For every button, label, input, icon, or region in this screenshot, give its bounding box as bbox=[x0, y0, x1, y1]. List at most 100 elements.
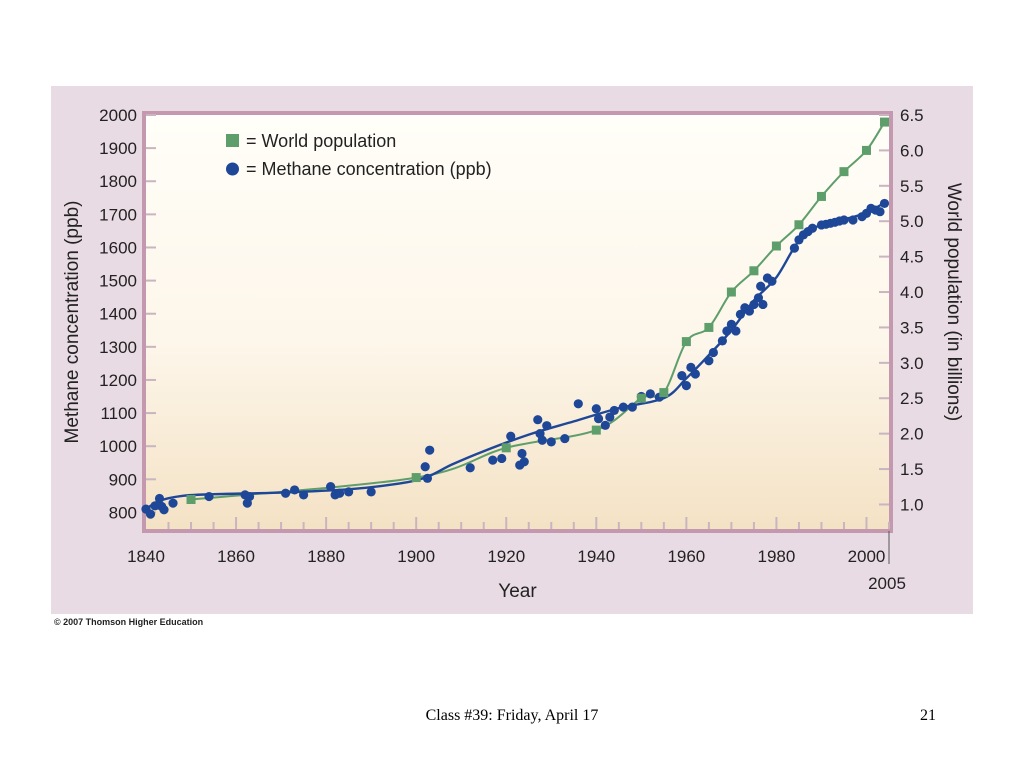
methane-point bbox=[154, 493, 165, 504]
methane-point bbox=[807, 223, 818, 233]
methane-point bbox=[420, 462, 430, 472]
y-left-tick-label: 900 bbox=[109, 470, 137, 489]
y-left-tick-label: 1800 bbox=[99, 172, 137, 191]
methane-point bbox=[344, 487, 354, 497]
population-point bbox=[879, 117, 889, 127]
methane-point bbox=[618, 402, 628, 412]
y-right-tick-label: 6.5 bbox=[900, 106, 924, 125]
population-point bbox=[659, 388, 669, 398]
population-point bbox=[839, 167, 849, 177]
legend-population-label: = World population bbox=[246, 131, 396, 151]
methane-point bbox=[204, 491, 214, 502]
methane-point bbox=[280, 488, 291, 498]
methane-point bbox=[717, 336, 727, 346]
population-point bbox=[704, 322, 714, 332]
legend-methane-marker bbox=[226, 162, 239, 176]
y-left-tick-label: 1500 bbox=[99, 272, 137, 291]
methane-point bbox=[605, 412, 615, 422]
methane-point bbox=[704, 356, 714, 366]
y-right-tick-label: 4.0 bbox=[900, 283, 924, 302]
y-left-axis-title: Methane concentration (ppb) bbox=[62, 201, 83, 444]
methane-point bbox=[735, 309, 746, 319]
methane-point bbox=[758, 299, 768, 310]
methane-point bbox=[560, 433, 570, 444]
methane-point bbox=[488, 455, 498, 465]
methane-point bbox=[645, 389, 655, 399]
methane-point bbox=[677, 371, 687, 381]
y-right-tick-label: 3.0 bbox=[900, 354, 924, 373]
x-tick-label: 1840 bbox=[127, 547, 165, 566]
methane-point bbox=[767, 276, 777, 286]
y-left-tick-label: 2000 bbox=[99, 106, 137, 125]
y-left-tick-label: 1400 bbox=[99, 305, 137, 324]
y-left-tick-label: 1900 bbox=[99, 139, 137, 158]
plot-area bbox=[146, 115, 889, 529]
population-point bbox=[816, 191, 826, 201]
population-point bbox=[771, 241, 781, 251]
methane-point bbox=[744, 306, 755, 316]
population-point bbox=[726, 287, 736, 297]
population-point bbox=[749, 266, 759, 276]
methane-point bbox=[627, 402, 637, 412]
methane-point bbox=[593, 414, 604, 424]
methane-point bbox=[546, 437, 556, 447]
population-point bbox=[681, 337, 691, 347]
methane-point bbox=[335, 488, 345, 498]
y-right-tick-label: 1.0 bbox=[900, 495, 924, 514]
methane-point bbox=[299, 490, 309, 500]
y-right-tick-label: 5.0 bbox=[900, 212, 924, 231]
x-tick-label: 1880 bbox=[307, 547, 345, 566]
methane-point bbox=[686, 362, 696, 372]
y-right-tick-label: 6.0 bbox=[900, 141, 924, 160]
methane-point bbox=[533, 415, 543, 425]
population-point bbox=[861, 145, 871, 155]
methane-point bbox=[749, 299, 759, 310]
methane-point bbox=[465, 463, 475, 473]
x-tick-label: 1920 bbox=[487, 547, 525, 566]
methane-point bbox=[422, 473, 433, 483]
methane-point bbox=[879, 198, 890, 209]
figure-panel: 800 900 1000 1100 1200 1300 1400 1500 1600 1700 18… bbox=[51, 86, 973, 614]
methane-point bbox=[591, 404, 601, 414]
methane-point bbox=[789, 243, 800, 253]
y-right-tick-label: 2.5 bbox=[900, 389, 924, 408]
methane-point bbox=[756, 281, 766, 291]
methane-point bbox=[839, 215, 849, 225]
x-tick-label: 2000 bbox=[848, 547, 886, 566]
y-right-tick-label: 1.5 bbox=[900, 460, 924, 479]
methane-point bbox=[609, 405, 619, 416]
methane-point bbox=[519, 457, 529, 467]
x-axis-title: Year bbox=[498, 581, 537, 602]
x-extra-tick-label: 2005 bbox=[868, 574, 906, 593]
methane-point bbox=[497, 453, 507, 464]
y-right-axis-title: World population (in billions) bbox=[943, 183, 964, 421]
methane-point bbox=[573, 399, 583, 409]
methane-point bbox=[848, 215, 858, 225]
y-left-tick-label: 1000 bbox=[99, 437, 137, 456]
y-right-tick-label: 5.5 bbox=[900, 177, 924, 196]
methane-point bbox=[708, 347, 718, 358]
methane-point bbox=[537, 435, 547, 445]
methane-point bbox=[145, 509, 156, 519]
methane-point bbox=[753, 293, 764, 303]
methane-point bbox=[244, 491, 255, 502]
y-right-tick-label: 2.0 bbox=[900, 425, 924, 444]
methane-point bbox=[600, 420, 610, 430]
population-point bbox=[794, 220, 804, 230]
methane-point bbox=[506, 431, 516, 441]
methane-population-chart: 800 900 1000 1100 1200 1300 1400 1500 1600 1700 18… bbox=[62, 106, 964, 602]
legend-population-marker bbox=[226, 134, 239, 147]
y-right-tick-label: 3.5 bbox=[900, 318, 924, 337]
population-point bbox=[501, 443, 511, 453]
x-tick-label: 1940 bbox=[577, 547, 615, 566]
y-left-tick-label: 1600 bbox=[99, 238, 137, 257]
x-tick-label: 1900 bbox=[397, 547, 435, 566]
methane-point bbox=[326, 482, 336, 492]
methane-point bbox=[425, 445, 435, 455]
methane-point bbox=[681, 380, 691, 391]
methane-point bbox=[875, 207, 885, 217]
population-point bbox=[186, 495, 196, 505]
x-tick-label: 1860 bbox=[217, 547, 255, 566]
population-point bbox=[636, 393, 646, 403]
methane-point bbox=[722, 326, 732, 336]
